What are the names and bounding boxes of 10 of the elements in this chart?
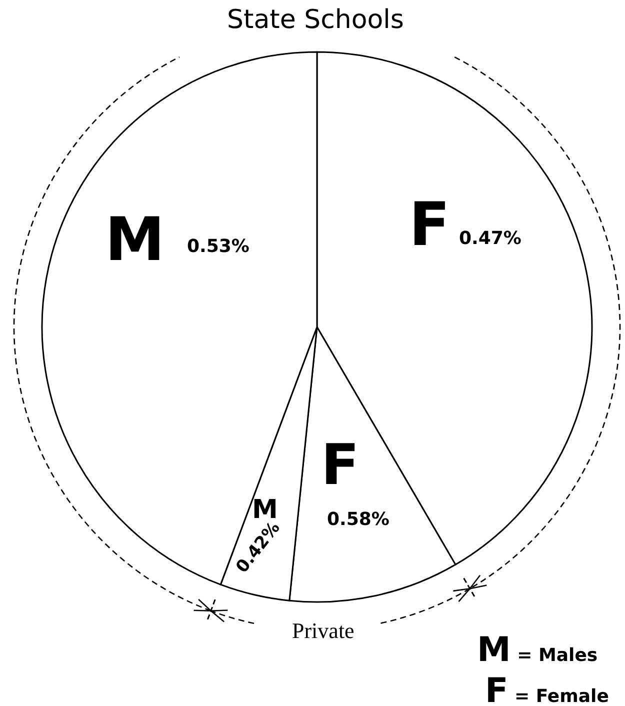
text: 0.53% <box>187 236 250 257</box>
slice-label: M <box>105 205 165 275</box>
text: 0.58% <box>327 509 390 530</box>
text: 0.47% <box>459 228 522 249</box>
slice-label: F <box>409 190 450 260</box>
slice-label: F <box>321 433 360 498</box>
text: F = Female <box>485 671 609 706</box>
text: State Schools <box>227 5 404 35</box>
text: M = Males <box>477 630 598 670</box>
text: Private <box>292 618 354 643</box>
